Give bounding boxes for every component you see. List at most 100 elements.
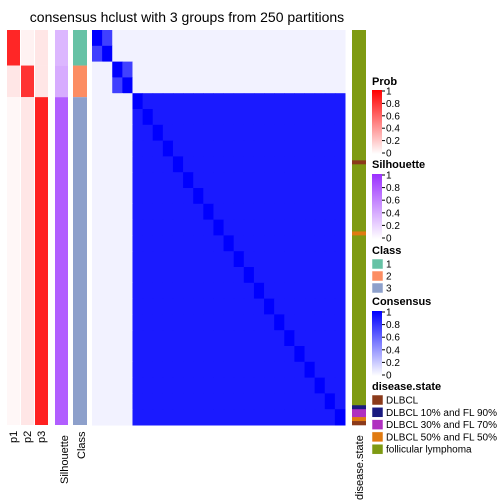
- consensus-cell: [162, 45, 174, 63]
- consensus-cell: [253, 45, 265, 63]
- consensus-cell: [132, 172, 144, 189]
- consensus-cell: [122, 298, 133, 315]
- legend-consensus-tick-label: 0.2: [386, 358, 400, 369]
- consensus-cell: [253, 93, 265, 110]
- consensus-cell: [102, 203, 113, 221]
- consensus-cell: [132, 45, 144, 63]
- consensus-cell: [233, 188, 245, 205]
- legend-class-swatch: [371, 258, 384, 270]
- consensus-cell: [314, 377, 326, 394]
- consensus-cell: [112, 346, 123, 363]
- consensus-cell: [162, 282, 174, 300]
- consensus-cell: [142, 298, 154, 315]
- consensus-cell: [152, 45, 164, 63]
- consensus-cell: [274, 393, 285, 410]
- consensus-cell: [203, 330, 214, 347]
- consensus-cell: [142, 124, 154, 142]
- consensus-cell: [172, 330, 184, 347]
- consensus-cell: [152, 77, 164, 94]
- consensus-cell: [193, 30, 204, 47]
- disease-state-segment: [352, 417, 366, 422]
- consensus-cell: [213, 61, 225, 78]
- class-cell-group-2: [73, 65, 87, 98]
- consensus-cell: [92, 346, 103, 363]
- consensus-cell: [122, 188, 133, 205]
- consensus-cell: [102, 409, 113, 426]
- consensus-cell: [294, 140, 306, 157]
- consensus-cell: [203, 109, 214, 126]
- consensus-cell: [213, 267, 225, 284]
- consensus-cell: [152, 219, 164, 236]
- consensus-cell: [294, 409, 306, 426]
- consensus-cell: [213, 140, 225, 157]
- consensus-cell: [213, 346, 225, 363]
- consensus-cell: [172, 109, 184, 126]
- consensus-cell: [183, 203, 194, 221]
- consensus-cell: [122, 377, 133, 394]
- consensus-cell: [304, 235, 316, 252]
- consensus-cell: [92, 235, 103, 252]
- consensus-cell: [264, 77, 275, 94]
- consensus-cell: [274, 124, 285, 142]
- consensus-cell: [253, 140, 265, 157]
- consensus-cell: [203, 235, 214, 252]
- legend-consensus-colorbar: [372, 311, 382, 376]
- consensus-cell: [223, 61, 235, 78]
- consensus-cell: [162, 346, 174, 363]
- legend-consensus-title: Consensus: [372, 296, 431, 308]
- consensus-cell: [233, 61, 245, 78]
- consensus-cell: [304, 314, 316, 331]
- consensus-cell: [122, 109, 133, 126]
- consensus-cell: [92, 409, 103, 426]
- consensus-cell: [122, 393, 133, 410]
- consensus-cell: [243, 235, 255, 252]
- consensus-cell: [122, 45, 133, 63]
- consensus-cell: [284, 140, 295, 157]
- consensus-cell: [284, 61, 295, 78]
- consensus-cell: [334, 219, 346, 236]
- prob-cell-p3-group-1: [35, 30, 48, 66]
- consensus-cell: [243, 77, 255, 94]
- consensus-cell: [304, 361, 316, 379]
- consensus-cell: [162, 124, 174, 142]
- legend-prob-title: Prob: [372, 76, 397, 88]
- legend-class-label: 2: [386, 272, 392, 283]
- consensus-cell: [233, 77, 245, 94]
- consensus-cell: [233, 140, 245, 157]
- consensus-cell: [112, 109, 123, 126]
- consensus-cell: [304, 156, 316, 173]
- consensus-cell: [162, 61, 174, 78]
- consensus-cell: [324, 109, 336, 126]
- consensus-cell: [152, 409, 164, 426]
- consensus-cell: [253, 251, 265, 268]
- consensus-cell: [92, 93, 103, 110]
- consensus-cell: [294, 298, 306, 315]
- consensus-cell: [132, 267, 144, 284]
- consensus-cell: [193, 314, 204, 331]
- consensus-cell: [243, 219, 255, 236]
- consensus-cell: [132, 251, 144, 268]
- consensus-cell: [132, 409, 144, 426]
- consensus-cell: [314, 409, 326, 426]
- consensus-cell: [152, 393, 164, 410]
- consensus-cell: [264, 298, 275, 315]
- consensus-cell: [304, 346, 316, 363]
- consensus-cell: [304, 77, 316, 94]
- consensus-cell: [122, 77, 133, 94]
- legend-consensus-tick-label: 0: [386, 371, 392, 382]
- consensus-cell: [274, 188, 285, 205]
- consensus-cell: [203, 409, 214, 426]
- consensus-cell: [193, 124, 204, 142]
- consensus-cell: [142, 203, 154, 221]
- consensus-cell: [152, 30, 164, 47]
- consensus-cell: [304, 298, 316, 315]
- consensus-cell: [314, 77, 326, 94]
- consensus-cell: [172, 409, 184, 426]
- consensus-cell: [183, 314, 194, 331]
- consensus-cell: [233, 314, 245, 331]
- consensus-cell: [112, 172, 123, 189]
- consensus-cell: [243, 409, 255, 426]
- consensus-cell: [334, 77, 346, 94]
- legend-disease-state-title: disease.state: [372, 381, 441, 393]
- consensus-cell: [213, 188, 225, 205]
